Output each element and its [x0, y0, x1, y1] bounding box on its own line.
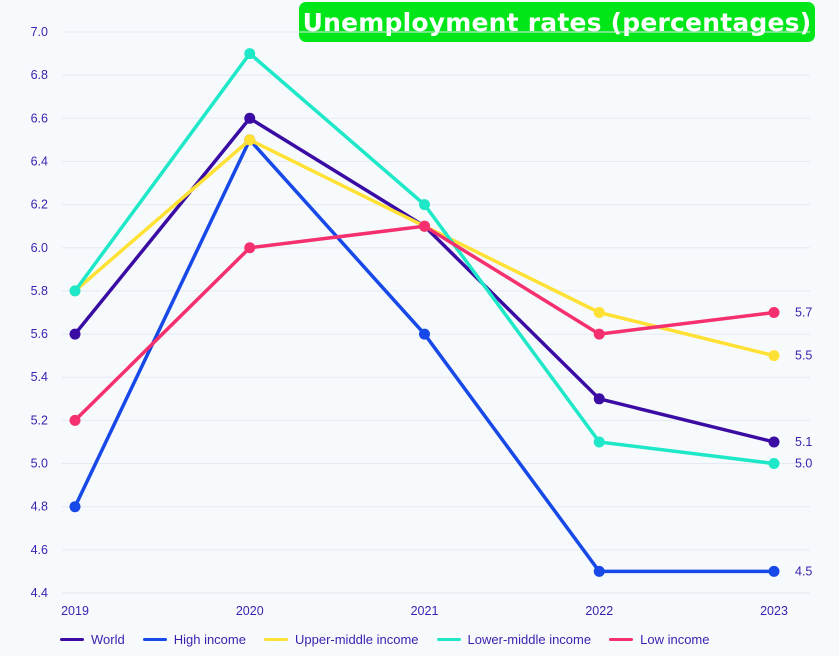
x-tick-label: 2022: [585, 604, 613, 618]
data-point: [593, 565, 605, 577]
chart-title-box: Unemployment rates (percentages): [299, 2, 815, 42]
data-point: [419, 220, 430, 232]
data-point: [768, 436, 780, 448]
legend-swatch: [609, 637, 634, 641]
y-tick-label: 4.4: [31, 586, 48, 600]
data-point: [593, 328, 605, 340]
y-tick-label: 7.0: [31, 25, 48, 39]
y-tick-label: 6.4: [31, 154, 48, 168]
series-line-lower-middle-income: [73, 51, 776, 466]
legend-item[interactable]: Upper-middle income: [263, 631, 419, 647]
y-tick-label: 5.8: [31, 284, 48, 298]
end-value-label: 5.1: [795, 435, 812, 449]
end-value-label: 5.5: [795, 349, 812, 363]
series-line-low-income: [73, 224, 776, 423]
data-point: [419, 328, 430, 340]
data-point: [593, 393, 605, 405]
y-tick-label: 4.8: [31, 500, 48, 514]
legend-label: High income: [173, 631, 246, 647]
y-tick-label: 5.0: [31, 457, 48, 471]
legend-item[interactable]: High income: [142, 631, 246, 647]
legend-item[interactable]: Low income: [609, 632, 709, 647]
end-value-label: 5.7: [795, 306, 812, 320]
data-point: [768, 458, 780, 470]
y-tick-label: 4.6: [31, 543, 48, 557]
data-point: [69, 285, 81, 297]
data-point: [768, 565, 780, 577]
y-tick-label: 6.0: [31, 241, 48, 255]
legend-swatch: [60, 637, 84, 641]
data-point: [69, 328, 81, 340]
legend-swatch: [263, 637, 288, 641]
legend-label: Upper-middle income: [294, 631, 419, 647]
series-line-world: [73, 116, 776, 444]
data-point: [244, 242, 256, 254]
y-tick-label: 5.4: [31, 370, 48, 384]
legend-swatch: [436, 637, 461, 641]
legend-label: Low income: [640, 631, 710, 647]
data-point: [69, 501, 81, 513]
y-tick-label: 6.6: [31, 111, 48, 125]
data-point: [768, 350, 780, 362]
end-value-label: 5.0: [795, 457, 812, 471]
data-point: [244, 134, 256, 146]
x-tick-label: 2020: [236, 604, 264, 618]
x-tick-label: 2019: [61, 604, 89, 618]
chart-legend: World High income Upper-middle income Lower…: [60, 628, 727, 650]
legend-label: Lower-middle income: [467, 631, 592, 647]
legend-item[interactable]: Lower-middle income: [436, 631, 592, 647]
data-point: [593, 307, 605, 318]
data-point: [419, 199, 430, 211]
x-tick-label: 2021: [411, 604, 439, 618]
data-point: [244, 48, 256, 60]
y-tick-label: 5.6: [31, 327, 48, 341]
data-point: [593, 436, 605, 448]
y-tick-label: 6.2: [31, 198, 48, 212]
x-tick-label: 2023: [760, 604, 788, 618]
legend-item[interactable]: World: [60, 632, 125, 647]
data-point: [244, 112, 256, 124]
y-tick-label: 6.8: [31, 68, 48, 82]
data-point: [768, 307, 780, 318]
legend-label: World: [91, 631, 125, 647]
data-point: [69, 414, 81, 426]
y-tick-label: 5.2: [31, 413, 48, 427]
legend-swatch: [142, 637, 167, 641]
end-value-label: 4.5: [795, 564, 812, 578]
